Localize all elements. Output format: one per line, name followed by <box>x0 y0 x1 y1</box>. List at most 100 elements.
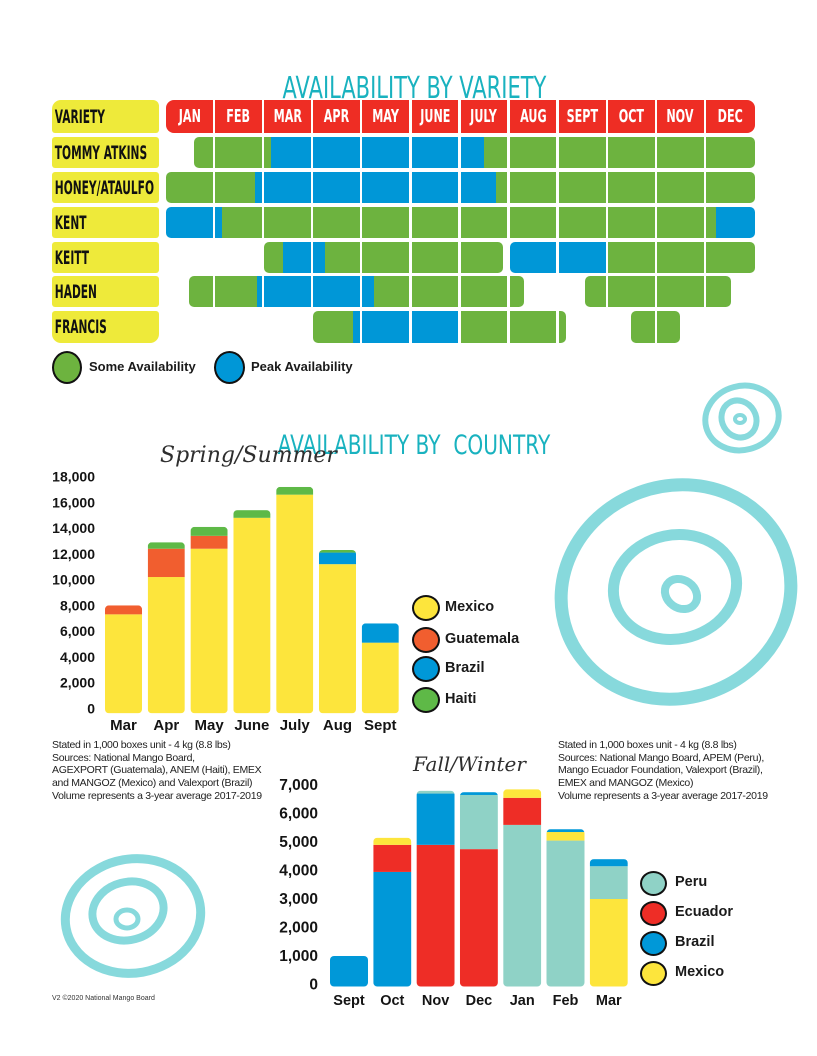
month-label: MAY <box>372 106 400 127</box>
some-availability-segment <box>411 242 459 273</box>
bar-segment-peru <box>503 824 542 987</box>
availability-row-honey-ataulfo <box>166 172 758 203</box>
variety-label-text: KENT <box>54 211 87 234</box>
country-section-title: AVAILABILITY BY COUNTRY <box>0 405 810 459</box>
month-header-may: MAY <box>362 100 410 133</box>
bar-segment-mexico <box>233 517 271 714</box>
some-availability-segment <box>509 137 557 168</box>
y-tick-label: 16,000 <box>52 494 95 510</box>
some-availability-segment <box>166 172 213 203</box>
legend-label-some-availability: Some Availability <box>89 359 196 374</box>
some-availability-segment <box>411 276 459 307</box>
x-tick-label: July <box>280 717 311 734</box>
y-tick-label: 5,000 <box>279 834 318 851</box>
legend-label-mexico: Mexico <box>445 599 495 615</box>
some-availability-segment <box>706 207 716 238</box>
country-section-title-text: AVAILABILITY BY COUNTRY <box>277 430 550 461</box>
bar-sept <box>361 623 399 714</box>
y-tick-label: 10,000 <box>52 572 95 588</box>
variety-label-haden: HADEN <box>52 276 159 307</box>
y-tick-label: 4,000 <box>60 649 95 665</box>
note-line: and MANGOZ (Mexico) and Valexport (Brazi… <box>52 777 253 790</box>
month-header-aug: AUG <box>509 100 557 133</box>
legend-swatch-peak-availability <box>214 351 245 384</box>
some-availability-segment <box>215 276 258 307</box>
y-tick-label: 1,000 <box>279 948 318 965</box>
month-label: FEB <box>226 106 251 127</box>
x-tick-label: Mar <box>110 717 137 734</box>
bar-may <box>190 526 228 714</box>
bar-segment-mexico <box>319 564 356 714</box>
month-label: NOV <box>666 106 694 127</box>
month-header-sept: SEPT <box>558 100 606 133</box>
x-tick-label: Jan <box>510 993 535 1009</box>
peak-availability-segment <box>715 207 756 238</box>
legend-label-brazil: Brazil <box>445 660 485 676</box>
availability-row-tommy-atkins <box>166 137 758 168</box>
month-label: SEPT <box>566 106 598 127</box>
bar-segment-brazil <box>330 956 368 987</box>
some-availability-segment <box>558 207 606 238</box>
some-availability-segment <box>313 311 354 343</box>
month-header-oct: OCT <box>607 100 655 133</box>
note-line: Sources: National Mango Board, APEM (Per… <box>558 751 764 764</box>
month-header-row: JAN FEB MAR APR MAY JUNE JULY AUG SEPT O… <box>166 100 758 133</box>
legend-label-mexico: Mexico <box>675 964 725 980</box>
peak-availability-segment <box>362 276 375 307</box>
month-header-june: JUNE <box>411 100 459 133</box>
y-tick-label: 6,000 <box>279 806 318 823</box>
some-availability-segment <box>222 207 262 238</box>
bar-segment-haiti <box>147 542 185 549</box>
legend-label-guatemala: Guatemala <box>445 631 520 647</box>
some-availability-segment <box>706 276 731 307</box>
bar-segment-guatemala <box>147 548 185 578</box>
y-tick-label: 3,000 <box>279 891 318 908</box>
bar-segment-haiti <box>276 486 314 495</box>
legend-label-haiti: Haiti <box>445 691 477 707</box>
x-tick-label: Nov <box>422 993 449 1009</box>
variety-label-text: TOMMY ATKINS <box>54 141 148 164</box>
legend-swatch-mexico <box>412 595 440 621</box>
legend-label-peak-availability: Peak Availability <box>251 359 353 374</box>
legend-swatch-brazil <box>412 656 440 682</box>
y-tick-label: 12,000 <box>52 546 95 562</box>
peak-availability-segment <box>271 137 311 168</box>
y-tick-label: 2,000 <box>279 920 318 937</box>
variety-label-text: HONEY/ATAULFO <box>54 176 154 199</box>
legend-label-brazil: Brazil <box>675 934 715 950</box>
peak-availability-segment <box>509 242 557 273</box>
note-line: AGEXPORT (Guatemala), ANEM (Haiti), EMEX <box>52 764 262 777</box>
x-tick-label: Sept <box>364 717 397 734</box>
some-availability-segment <box>558 172 606 203</box>
y-tick-label: 14,000 <box>52 520 95 536</box>
bar-june <box>233 510 271 714</box>
bar-segment-mexico <box>147 577 185 714</box>
legend-swatch-peru <box>640 871 667 896</box>
x-tick-label: Feb <box>553 993 579 1009</box>
variety-column-header: VARIETY <box>52 100 159 133</box>
some-availability-segment <box>706 137 756 168</box>
variety-label-keitt: KEITT <box>52 242 159 273</box>
fall-winter-chart-title: Fall/Winter <box>413 752 526 776</box>
bar-segment-peru <box>459 794 498 850</box>
x-tick-label: May <box>195 717 225 734</box>
peak-availability-segment <box>411 172 459 203</box>
bar-segment-guatemala <box>105 605 142 615</box>
bar-segment-haiti <box>190 526 228 536</box>
month-header-mar: MAR <box>264 100 311 133</box>
variety-label-tommy-atkins: TOMMY ATKINS <box>52 137 159 168</box>
bar-segment-brazil <box>589 859 628 867</box>
bar-segment-brazil <box>459 792 498 795</box>
note-line: Mango Ecuador Foundation, Valexport (Bra… <box>558 764 763 777</box>
some-availability-segment <box>264 137 272 168</box>
bar-sept <box>330 956 368 987</box>
some-availability-segment <box>215 137 262 168</box>
some-availability-segment <box>374 276 410 307</box>
month-label: DEC <box>718 106 744 127</box>
bar-segment-mexico <box>373 837 412 845</box>
some-availability-segment <box>584 276 606 307</box>
some-availability-segment <box>264 207 311 238</box>
month-header-jan: JAN <box>166 100 213 133</box>
some-availability-segment <box>607 137 655 168</box>
variety-label-text: HADEN <box>54 280 97 303</box>
